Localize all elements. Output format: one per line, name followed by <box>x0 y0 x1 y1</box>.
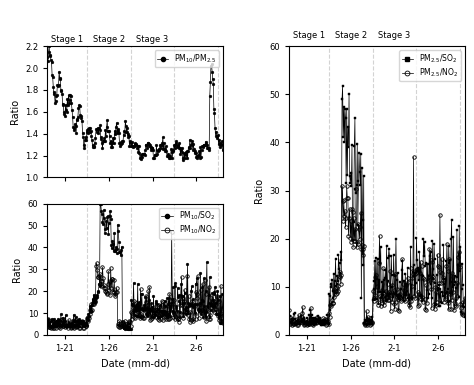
Y-axis label: Ratio: Ratio <box>9 99 19 124</box>
Y-axis label: Ratio: Ratio <box>12 257 22 282</box>
Legend: PM$_{10}$/PM$_{2.5}$: PM$_{10}$/PM$_{2.5}$ <box>155 50 219 67</box>
Text: Stage 2: Stage 2 <box>93 35 125 44</box>
Text: Stage 1: Stage 1 <box>293 32 325 40</box>
X-axis label: Date (mm-dd): Date (mm-dd) <box>100 358 170 368</box>
Text: Stage 3: Stage 3 <box>378 32 410 40</box>
Legend: PM$_{2.5}$/SO$_2$, PM$_{2.5}$/NO$_2$: PM$_{2.5}$/SO$_2$, PM$_{2.5}$/NO$_2$ <box>399 50 461 81</box>
Legend: PM$_{10}$/SO$_2$, PM$_{10}$/NO$_2$: PM$_{10}$/SO$_2$, PM$_{10}$/NO$_2$ <box>159 208 219 239</box>
X-axis label: Date (mm-dd): Date (mm-dd) <box>342 358 411 368</box>
Y-axis label: Ratio: Ratio <box>254 178 264 203</box>
Text: Stage 2: Stage 2 <box>335 32 367 40</box>
Text: Stage 3: Stage 3 <box>137 35 169 44</box>
Text: Stage 1: Stage 1 <box>51 35 83 44</box>
